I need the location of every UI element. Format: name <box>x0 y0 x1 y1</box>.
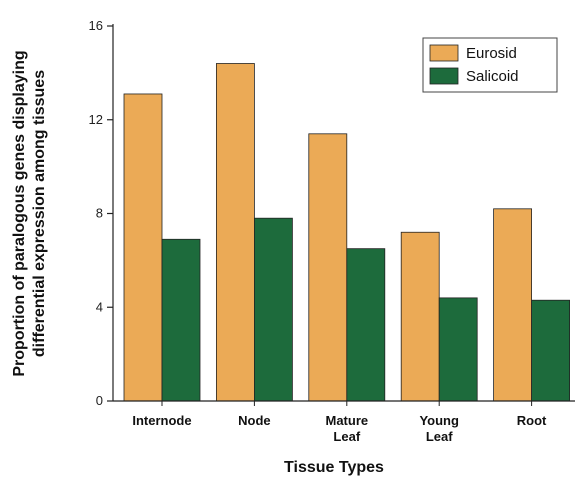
legend-swatch-eurosid <box>429 44 459 62</box>
bar-eurosid-4 <box>493 208 533 402</box>
bar-eurosid-1 <box>215 63 255 402</box>
x-tick-label: Node <box>238 413 271 428</box>
y-axis-title-line: differential expression among tissues <box>31 70 48 357</box>
x-tick-label: Mature <box>325 413 368 428</box>
y-ticks: 0 4 8 12 16 <box>89 18 113 408</box>
bar-salicoid-1 <box>253 217 293 402</box>
y-tick-label: 16 <box>89 18 103 33</box>
legend: Eurosid Salicoid <box>422 37 558 93</box>
y-tick-label: 4 <box>96 299 103 314</box>
bar-eurosid-0 <box>123 93 163 402</box>
bar-eurosid-3 <box>400 231 440 402</box>
bar-salicoid-4 <box>531 299 570 402</box>
bar-salicoid-0 <box>161 238 201 402</box>
legend-swatch-salicoid <box>429 67 459 85</box>
x-tick-label: Internode <box>132 413 191 428</box>
bar-eurosid-2 <box>308 133 348 402</box>
bar-salicoid-2 <box>346 248 386 402</box>
y-tick-label: 8 <box>96 206 103 221</box>
y-tick-label: 12 <box>89 112 103 127</box>
axes <box>112 24 575 402</box>
bars <box>123 63 570 402</box>
x-axis-title: Tissue Types <box>284 459 384 476</box>
bar-salicoid-3 <box>438 297 478 402</box>
legend-label-eurosid: Eurosid <box>466 45 517 62</box>
x-tick-label: Leaf <box>426 429 453 444</box>
x-tick-label: Young <box>419 413 459 428</box>
x-tick-label: Leaf <box>333 429 360 444</box>
y-axis-title-line: Proportion of paralogous genes displayin… <box>11 50 28 376</box>
x-tick-label: Root <box>517 413 547 428</box>
y-tick-label: 0 <box>96 393 103 408</box>
legend-label-salicoid: Salicoid <box>466 68 519 85</box>
y-axis-title: Proportion of paralogous genes displayin… <box>11 50 48 376</box>
